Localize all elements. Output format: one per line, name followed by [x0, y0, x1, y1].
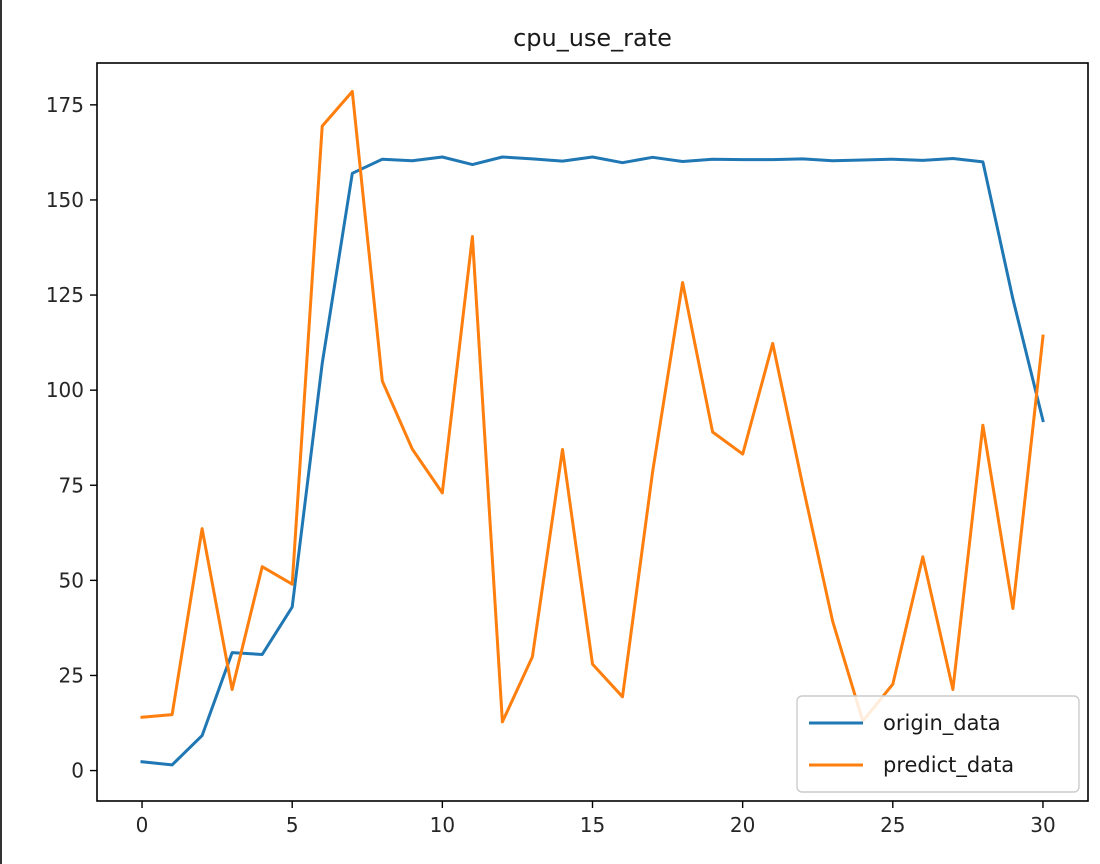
legend-box [796, 695, 1080, 793]
y-tick-label: 25 [59, 663, 84, 687]
y-tick-label: 0 [71, 759, 84, 783]
y-tick-label: 100 [46, 378, 84, 402]
y-tick-label: 50 [59, 568, 84, 592]
y-tick-label: 175 [46, 93, 84, 117]
legend-label: predict_data [883, 753, 1014, 778]
x-tick-label: 10 [430, 813, 455, 837]
x-tick-label: 5 [286, 813, 299, 837]
chart-title: cpu_use_rate [513, 24, 672, 52]
x-tick-label: 25 [880, 813, 905, 837]
x-tick-label: 20 [730, 813, 755, 837]
x-tick-label: 30 [1030, 813, 1055, 837]
y-tick-label: 125 [46, 283, 84, 307]
legend: origin_data predict_data [796, 695, 1080, 793]
series-line-origin-data [140, 155, 1045, 767]
series-line-predict-data [140, 90, 1045, 724]
x-tick-label: 0 [136, 813, 149, 837]
legend-label: origin_data [883, 711, 1001, 736]
x-tick-label: 15 [580, 813, 605, 837]
y-tick-label: 75 [59, 473, 84, 497]
y-tick-label: 150 [46, 188, 84, 212]
axes-frame [96, 62, 1089, 802]
